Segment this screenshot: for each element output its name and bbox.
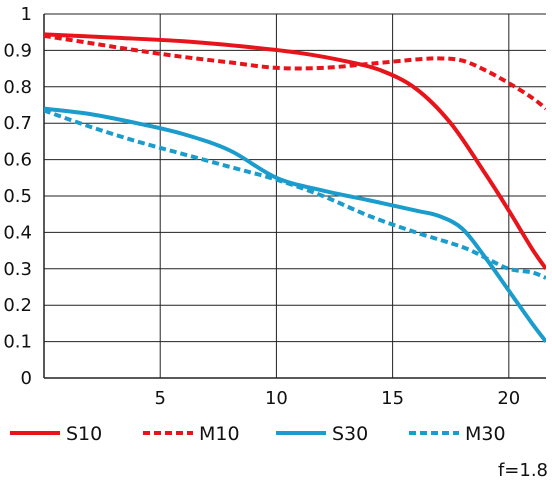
x-tick-label: 15: [381, 388, 404, 409]
x-tick-label: 10: [265, 388, 288, 409]
series-line-m30: [44, 108, 546, 280]
aperture-annotation: f=1.8: [498, 460, 548, 481]
y-tick-label: 0.6: [3, 150, 32, 171]
y-tick-label: 0.5: [3, 186, 32, 207]
series-line-m10: [44, 33, 546, 111]
chart-axes: [43, 14, 546, 379]
y-tick-label: 0: [21, 368, 32, 389]
series-line-s10: [44, 32, 546, 270]
y-tick-label: 0.4: [3, 222, 32, 243]
series-layer: [44, 32, 546, 343]
x-tick-label: 5: [154, 388, 165, 409]
x-axis-ticks: 5 10 15 20: [154, 388, 520, 409]
y-tick-label: 0.7: [3, 113, 32, 134]
legend-label-m10: M10: [199, 423, 240, 445]
y-tick-label: 0.3: [3, 259, 32, 280]
chart-grid: [44, 13, 546, 379]
series-line-s30: [44, 106, 546, 343]
y-tick-label: 0.8: [3, 77, 32, 98]
y-tick-label: 0.2: [3, 295, 32, 316]
y-tick-label: 0.1: [3, 332, 32, 353]
y-tick-label: 1: [21, 4, 32, 25]
legend-label-s10: S10: [66, 423, 102, 445]
chart-legend: S10 M10 S30 M30: [10, 423, 506, 445]
legend-label-m30: M30: [465, 423, 506, 445]
y-axis-ticks: 0 0.1 0.2 0.3 0.4 0.5 0.6 0.7 0.8 0.9 1: [3, 4, 32, 389]
y-tick-label: 0.9: [3, 40, 32, 61]
legend-label-s30: S30: [332, 423, 368, 445]
x-tick-label: 20: [497, 388, 520, 409]
